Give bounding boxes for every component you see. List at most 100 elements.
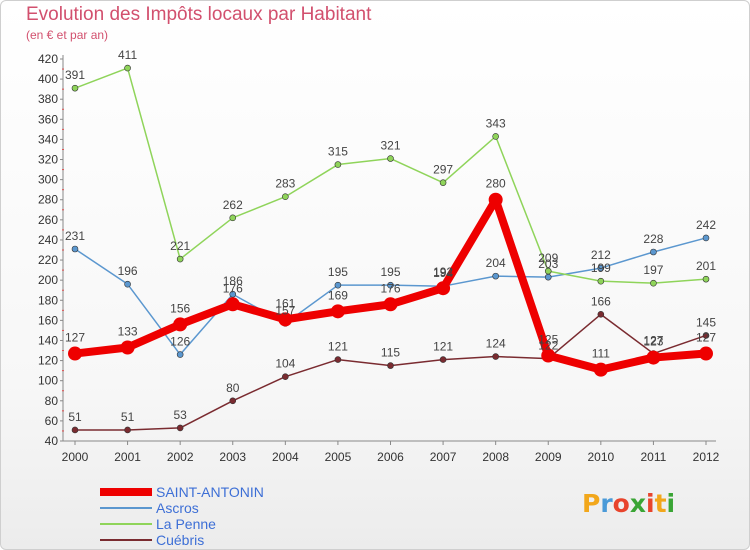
data-point (124, 64, 131, 72)
data-label: 176 (223, 281, 243, 295)
x-tick-label: 2009 (535, 450, 562, 464)
y-tick-label: 300 (38, 173, 58, 187)
data-label: 127 (696, 331, 716, 345)
data-label: 209 (538, 251, 558, 265)
data-point (650, 279, 657, 287)
data-label: 280 (486, 177, 506, 191)
y-tick-label: 260 (38, 213, 58, 227)
series-la-penne (71, 64, 710, 287)
data-label: 221 (170, 239, 190, 253)
data-label: 123 (643, 335, 663, 349)
data-point (492, 272, 499, 280)
data-label: 80 (226, 381, 240, 395)
data-point (650, 248, 657, 256)
y-tick-label: 60 (45, 414, 59, 428)
data-point (702, 332, 710, 339)
data-label: 391 (65, 68, 85, 82)
chart-title: Evolution des Impôts locaux par Habitant (26, 4, 372, 25)
data-label: 297 (433, 163, 453, 177)
data-point (387, 281, 394, 289)
data-point (124, 280, 131, 288)
legend-label: Ascros (156, 500, 199, 516)
data-label: 121 (433, 340, 453, 354)
data-point (176, 424, 184, 432)
data-point (225, 297, 240, 312)
data-point (488, 192, 503, 207)
data-label: 315 (328, 145, 348, 159)
data-point (229, 397, 237, 405)
data-label: 156 (170, 301, 190, 315)
y-tick-label: 400 (38, 72, 58, 86)
legend-swatch-la-penne (100, 523, 152, 525)
data-point (702, 275, 710, 283)
x-tick-label: 2001 (114, 450, 141, 464)
data-label: 125 (538, 333, 558, 347)
data-label: 194 (433, 266, 453, 280)
y-tick-label: 180 (38, 293, 58, 307)
data-point (492, 353, 499, 360)
logo-letter: P (582, 489, 601, 518)
y-tick-label: 340 (38, 132, 58, 146)
data-label: 192 (433, 265, 453, 279)
data-label: 169 (328, 288, 348, 302)
data-label: 195 (380, 265, 400, 279)
data-point (278, 312, 293, 327)
logo-letter: r (600, 489, 613, 518)
data-point (702, 234, 710, 242)
data-point (120, 340, 135, 355)
x-tick-label: 2006 (377, 450, 404, 464)
data-label: 411 (118, 48, 137, 62)
data-point (71, 426, 79, 434)
data-label: 212 (591, 248, 611, 262)
data-point (387, 362, 394, 369)
data-label: 186 (223, 274, 243, 288)
data-label: 343 (486, 116, 506, 130)
logo-letter: i (646, 489, 655, 518)
data-label: 176 (380, 281, 400, 295)
y-tick-label: 420 (38, 52, 58, 66)
x-tick-label: 2011 (641, 450, 667, 464)
data-label: 242 (696, 218, 716, 232)
chart-axes: 40 60 80 100 120 140 160 180 200 220 240 260 280 300 3… (38, 52, 720, 464)
data-label: 283 (275, 177, 295, 191)
data-point (282, 373, 289, 380)
data-label: 145 (696, 315, 716, 329)
data-label: 196 (118, 264, 138, 278)
logo-letter: o (612, 489, 630, 518)
data-label: 121 (328, 340, 348, 354)
y-tick-label: 200 (38, 273, 58, 287)
y-tick-label: 320 (38, 153, 58, 167)
legend-label: SAINT-ANTONIN (156, 484, 264, 500)
x-tick-label: 2012 (693, 450, 720, 464)
data-point (593, 362, 608, 377)
data-label: 51 (121, 410, 135, 424)
data-point (383, 297, 398, 312)
data-point (439, 179, 447, 186)
y-tick-label: 280 (38, 193, 58, 207)
x-tick-label: 2008 (482, 450, 509, 464)
data-label: 203 (538, 257, 558, 271)
x-tick-label: 2000 (62, 450, 89, 464)
data-point (71, 245, 79, 253)
x-tick-label: 2003 (219, 450, 246, 464)
logo-letter: x (629, 489, 646, 518)
data-point (492, 133, 499, 140)
data-point (387, 155, 394, 162)
data-point (176, 255, 184, 263)
series-layer (68, 64, 713, 434)
legend-label: La Penne (156, 516, 216, 532)
legend-label: Cuébris (156, 532, 205, 548)
data-label: 111 (592, 347, 611, 361)
data-label: 127 (643, 334, 663, 348)
data-point (330, 304, 345, 319)
data-point (541, 348, 556, 363)
proxiti-logo: Proxiti (582, 489, 675, 518)
data-point (436, 281, 451, 296)
x-tick-label: 2004 (272, 450, 299, 464)
logo-letter: t (654, 489, 667, 518)
data-label: 124 (486, 337, 506, 351)
data-point (229, 214, 237, 222)
x-tick-label: 2007 (430, 450, 457, 464)
